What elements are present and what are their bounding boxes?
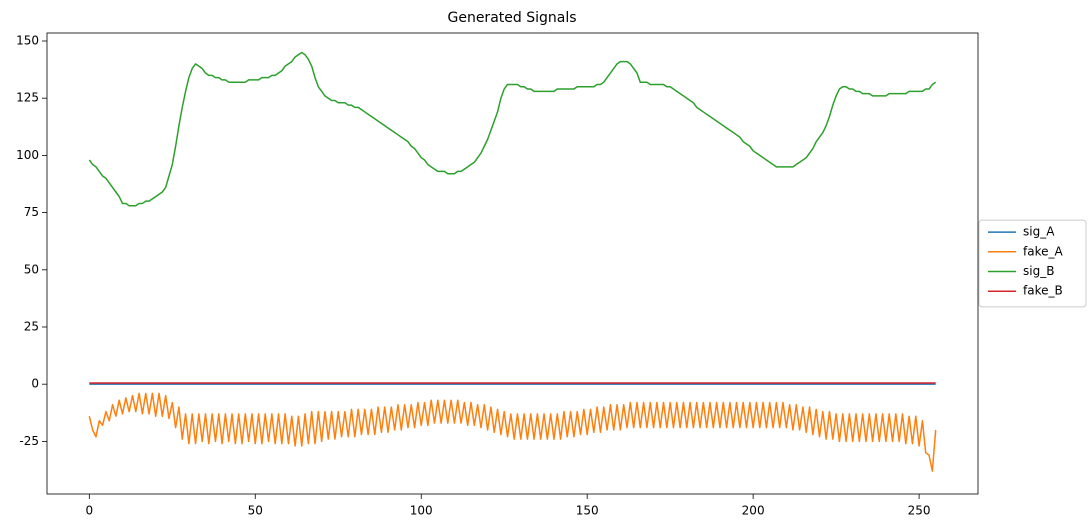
legend-box (978, 219, 1087, 308)
y-tick-label: 100 (16, 148, 39, 162)
plot-frame (46, 32, 979, 495)
x-tick-label: 150 (576, 504, 599, 518)
y-tick-label: 125 (16, 91, 39, 105)
x-tick-label: 100 (410, 504, 433, 518)
chart-title: Generated Signals (447, 10, 576, 26)
x-tick-label: 200 (742, 504, 765, 518)
x-tick-label: 250 (908, 504, 931, 518)
legend-label: fake_B (1023, 284, 1063, 298)
y-tick-label: 0 (31, 377, 39, 391)
series-line (88, 392, 937, 472)
legend-label: sig_A (1023, 225, 1055, 239)
x-tick-label: 0 (85, 504, 93, 518)
y-tick-label: 75 (24, 205, 39, 219)
y-tick-label: -25 (19, 434, 39, 448)
x-tick-label: 50 (248, 504, 263, 518)
series-line (88, 51, 937, 207)
y-tick-label: 150 (16, 34, 39, 48)
y-tick-label: 50 (24, 262, 39, 276)
y-tick-label: 25 (24, 319, 39, 333)
legend-label: fake_A (1023, 244, 1063, 258)
legend-label: sig_B (1023, 264, 1054, 278)
